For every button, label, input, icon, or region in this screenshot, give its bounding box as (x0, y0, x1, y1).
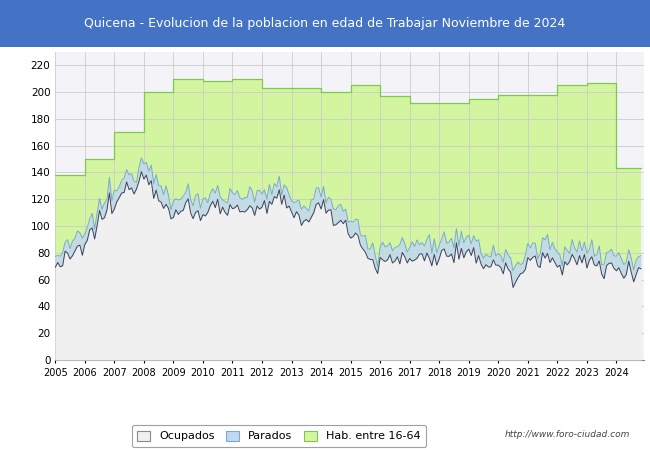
Text: http://www.foro-ciudad.com: http://www.foro-ciudad.com (505, 430, 630, 439)
Text: Quicena - Evolucion de la poblacion en edad de Trabajar Noviembre de 2024: Quicena - Evolucion de la poblacion en e… (84, 17, 566, 30)
Legend: Ocupados, Parados, Hab. entre 16-64: Ocupados, Parados, Hab. entre 16-64 (131, 425, 426, 447)
